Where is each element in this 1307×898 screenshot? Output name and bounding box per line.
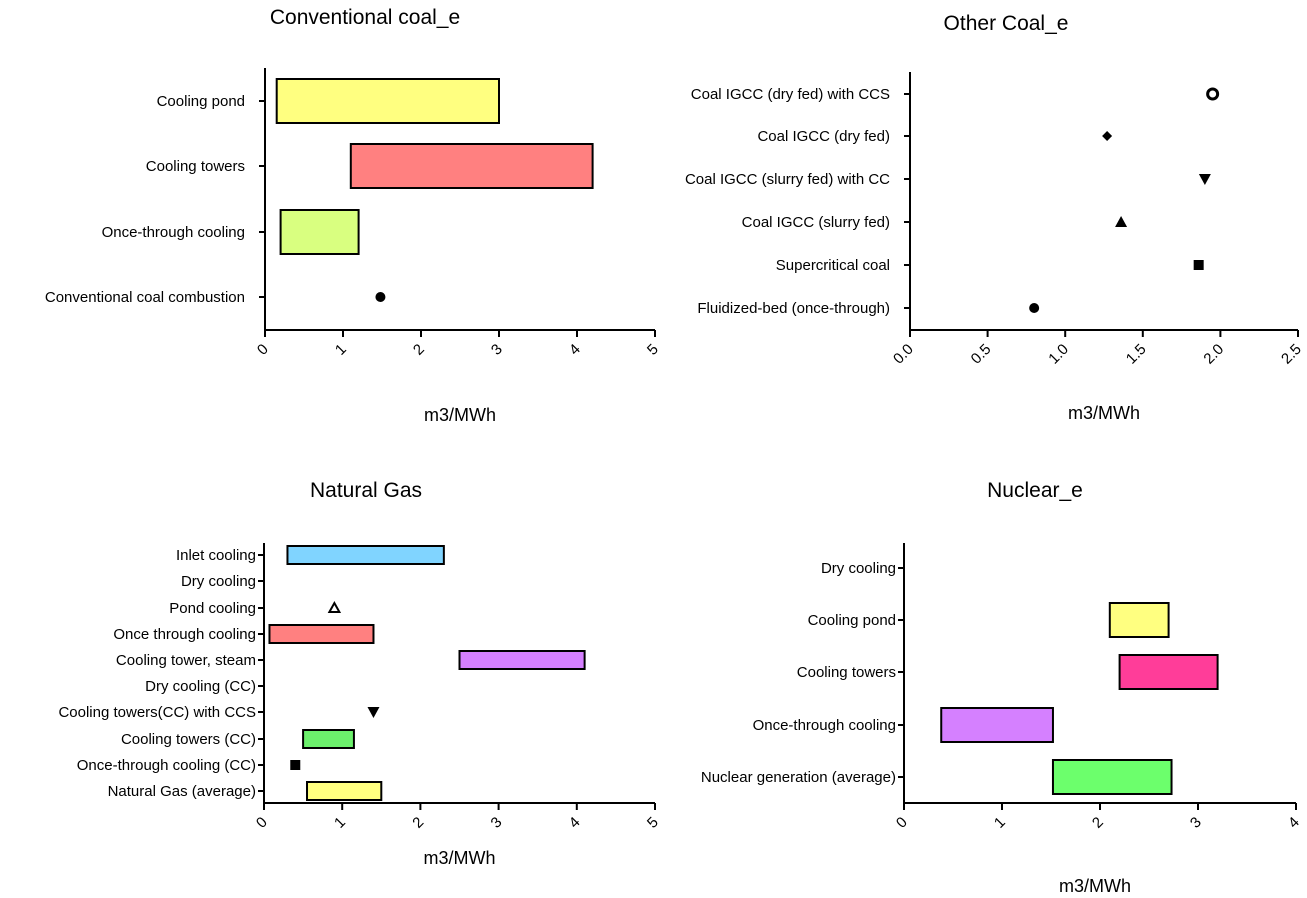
x-tick-label: 4 <box>1285 814 1303 832</box>
point-once-through-cooling-cc <box>290 760 301 770</box>
x-axis-label: m3/MWh <box>1059 876 1131 896</box>
point-pond-cooling <box>327 600 342 613</box>
x-tick-label: 0 <box>253 814 271 832</box>
category-label: Conventional coal combustion <box>45 289 245 306</box>
x-axis-label: m3/MWh <box>424 848 496 868</box>
point-cooling-towers-cc-with-ccs <box>367 707 380 718</box>
x-tick-label: 0 <box>893 814 911 832</box>
chart-other-coal-e: Other Coal_e Coal IGCC (dry fed) with CCS… <box>685 12 1305 423</box>
category-label: Coal IGCC (dry fed) with CCS <box>691 86 890 103</box>
x-tick-label: 1 <box>991 814 1009 832</box>
bar-cooling-towers <box>349 143 594 189</box>
category-label: Cooling towers(CC) with CCS <box>58 704 256 721</box>
bar-once-through-cooling <box>268 624 375 644</box>
category-label: Cooling towers <box>797 664 896 681</box>
bar-once-through-cooling <box>940 707 1054 743</box>
point-fluidized-bed-once-through <box>1029 303 1040 313</box>
point-coal-igcc-slurry-fed <box>1115 216 1128 227</box>
category-label: Natural Gas (average) <box>108 783 256 800</box>
category-label: Cooling tower, steam <box>116 652 256 669</box>
point-coal-igcc-dry-fed <box>1102 131 1113 141</box>
category-label: Cooling towers (CC) <box>121 731 256 748</box>
bar-cooling-towers-cc <box>302 729 355 749</box>
point-coal-igcc-dry-fed-with-ccs <box>1206 87 1220 101</box>
bar-cooling-pond <box>1108 602 1170 638</box>
category-label: Coal IGCC (slurry fed) <box>742 214 890 231</box>
bar-natural-gas-average <box>306 781 383 801</box>
x-tick-label: 1.5 <box>1123 341 1150 368</box>
chart-title: Nuclear_e <box>987 479 1083 502</box>
category-label: Dry cooling <box>181 573 256 590</box>
x-tick-label: 1 <box>332 341 350 359</box>
bar-cooling-pond <box>275 78 501 124</box>
x-axis-label: m3/MWh <box>424 405 496 425</box>
chart-title: Natural Gas <box>310 479 422 502</box>
category-label: Coal IGCC (slurry fed) with CC <box>685 171 890 188</box>
x-tick-label: 2 <box>1089 814 1107 832</box>
x-axis-label: m3/MWh <box>1068 403 1140 423</box>
x-tick-label: 0.0 <box>890 341 917 368</box>
bar-once-through-cooling <box>279 209 360 255</box>
x-tick-label: 4 <box>566 814 584 832</box>
chart-title: Other Coal_e <box>944 12 1069 35</box>
chart-conventional-coal-e: Conventional coal_e Cooling pond Cooling t… <box>45 6 662 425</box>
x-tick-label: 2 <box>409 814 427 832</box>
category-label: Nuclear generation (average) <box>701 769 896 786</box>
chart-title: Conventional coal_e <box>270 6 460 29</box>
x-tick-label: 2.5 <box>1278 341 1305 368</box>
category-label: Cooling towers <box>146 158 245 175</box>
x-tick-label: 2.0 <box>1200 341 1227 368</box>
chart-nuclear-e: Nuclear_e Dry cooling Cooling pond Cooling … <box>701 479 1303 896</box>
bar-cooling-towers <box>1118 654 1219 690</box>
x-tick-label: 1 <box>331 814 349 832</box>
x-tick-label: 5 <box>644 341 662 359</box>
bar-inlet-cooling <box>286 545 445 565</box>
x-tick-label: 0.5 <box>968 341 995 368</box>
category-label: Dry cooling (CC) <box>145 678 256 695</box>
category-label: Fluidized-bed (once-through) <box>697 300 890 317</box>
x-tick-label: 4 <box>566 341 584 359</box>
x-tick-label: 1.0 <box>1045 341 1072 368</box>
x-tick-label: 5 <box>644 814 662 832</box>
category-label: Pond cooling <box>169 600 256 617</box>
x-tick-label: 3 <box>488 814 506 832</box>
x-tick-label: 3 <box>488 341 506 359</box>
x-tick-label: 0 <box>254 341 272 359</box>
point-conventional-coal-combustion <box>375 292 386 302</box>
category-label: Supercritical coal <box>776 257 890 274</box>
category-label: Once-through cooling <box>753 717 896 734</box>
bar-cooling-tower-steam <box>458 650 586 670</box>
category-label: Dry cooling <box>821 560 896 577</box>
point-coal-igcc-slurry-fed-with-cc <box>1198 174 1211 185</box>
category-label: Cooling pond <box>157 93 245 110</box>
bar-nuclear-generation-average <box>1051 759 1173 795</box>
category-label: Coal IGCC (dry fed) <box>757 128 890 145</box>
category-label: Inlet cooling <box>176 547 256 564</box>
x-tick-label: 3 <box>1187 814 1205 832</box>
x-tick-label: 2 <box>410 341 428 359</box>
category-label: Cooling pond <box>808 612 896 629</box>
chart-natural-gas: Natural Gas Inlet cooling Dry cooling Pond … <box>58 479 661 868</box>
category-label: Once through cooling <box>113 626 256 643</box>
point-supercritical-coal <box>1193 260 1204 270</box>
category-label: Once-through cooling (CC) <box>77 757 256 774</box>
category-label: Once-through cooling <box>102 224 245 241</box>
